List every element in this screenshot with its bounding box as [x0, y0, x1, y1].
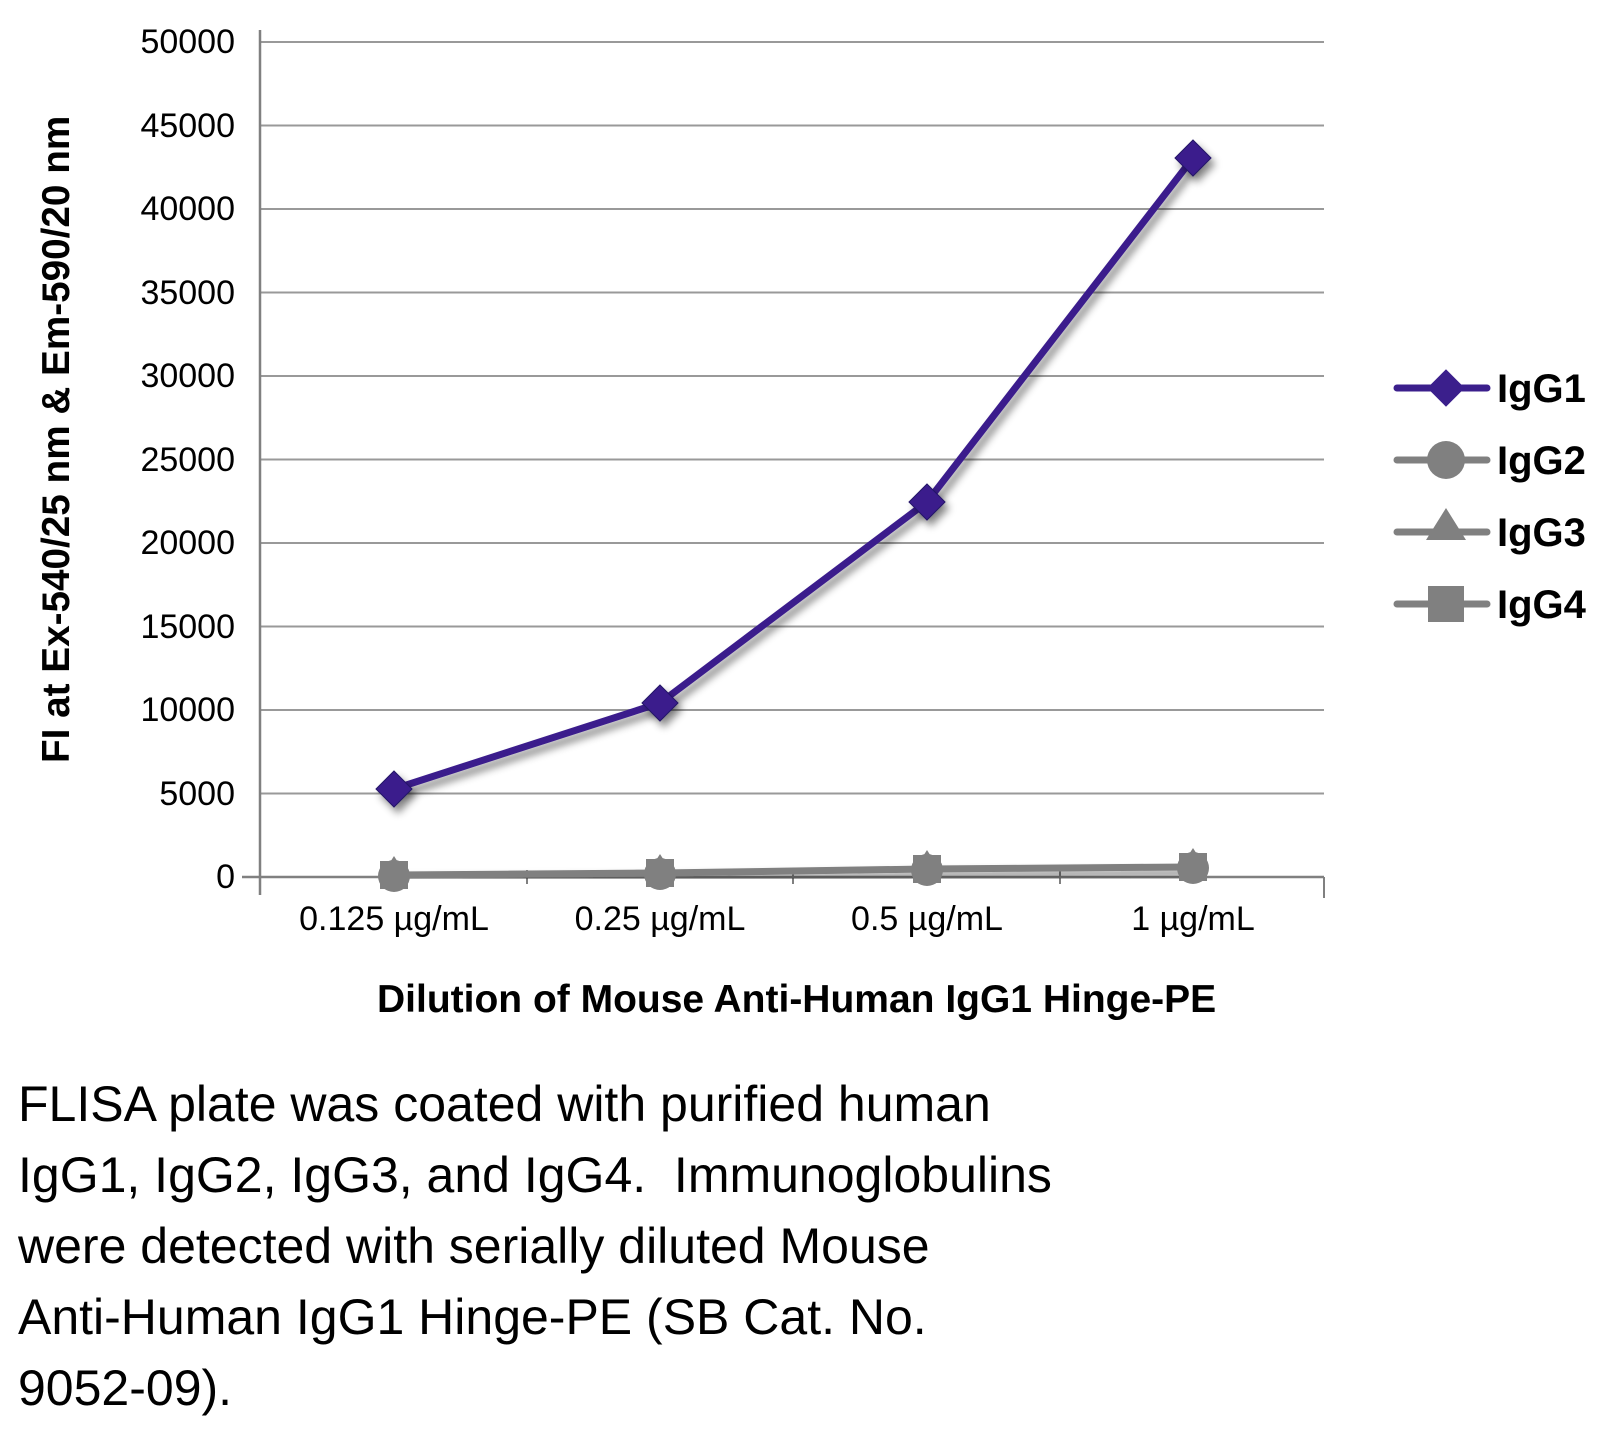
svg-text:1 µg/mL: 1 µg/mL	[1131, 900, 1255, 938]
svg-text:50000: 50000	[140, 23, 235, 61]
svg-text:40000: 40000	[140, 190, 235, 228]
svg-text:IgG1: IgG1	[1497, 367, 1586, 411]
svg-text:35000: 35000	[140, 274, 235, 312]
svg-text:30000: 30000	[140, 357, 235, 395]
svg-text:IgG4: IgG4	[1497, 583, 1587, 627]
svg-text:0.5 µg/mL: 0.5 µg/mL	[851, 900, 1003, 938]
svg-text:5000: 5000	[159, 775, 235, 813]
svg-text:IgG2: IgG2	[1497, 439, 1586, 483]
svg-text:45000: 45000	[140, 107, 235, 145]
svg-text:15000: 15000	[140, 608, 235, 646]
svg-text:0.125 µg/mL: 0.125 µg/mL	[299, 900, 489, 938]
svg-text:0: 0	[216, 858, 235, 896]
svg-text:10000: 10000	[140, 691, 235, 729]
svg-text:0.25 µg/mL: 0.25 µg/mL	[575, 900, 746, 938]
svg-text:IgG3: IgG3	[1497, 511, 1586, 555]
svg-text:20000: 20000	[140, 524, 235, 562]
svg-text:25000: 25000	[140, 441, 235, 479]
